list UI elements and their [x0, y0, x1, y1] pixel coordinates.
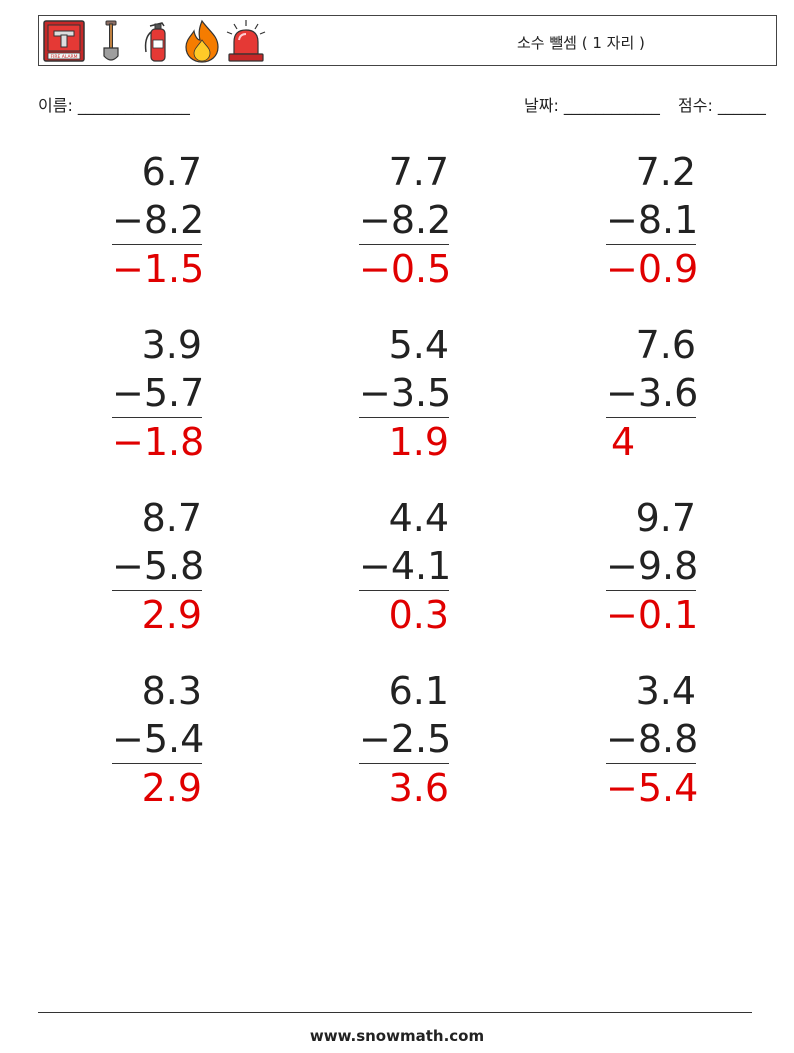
minuend: 9.7 [635, 496, 696, 540]
date-field-label: 날짜: ____________ [524, 96, 660, 115]
subtrahend: −3.6 [606, 369, 698, 418]
minuend: 7.6 [635, 323, 696, 367]
worksheet-header: FIRE ALARM [38, 15, 777, 66]
answer: 0.3 [388, 593, 449, 637]
answer: −0.5 [359, 247, 452, 291]
problem-11: 6.1 −2.5 3.6 [359, 667, 451, 812]
problem-7: 8.7 −5.8 2.9 [112, 494, 204, 639]
problem-2: 7.7 −8.2 −0.5 [359, 148, 452, 293]
subtrahend: −5.8 [112, 542, 204, 591]
subtrahend: −5.7 [112, 369, 204, 418]
minuend: 4.4 [388, 496, 449, 540]
shovel-icon [103, 20, 119, 61]
flame-icon [185, 19, 219, 63]
minuend: 3.9 [141, 323, 202, 367]
name-field-label: 이름: ______________ [38, 96, 190, 115]
answer: −1.5 [112, 247, 205, 291]
minuend: 8.7 [141, 496, 202, 540]
answer: 3.6 [388, 766, 449, 810]
footer-site-url: www.snowmath.com [309, 1027, 485, 1045]
footer-divider [38, 1012, 752, 1013]
fire-alarm-icon: FIRE ALARM [43, 20, 85, 62]
subtrahend: −8.2 [112, 196, 204, 245]
worksheet-title: 소수 뺄셈 ( 1 자리 ) [517, 34, 645, 52]
minuend: 7.2 [635, 150, 696, 194]
subtrahend: −8.1 [606, 196, 698, 245]
problem-1: 6.7 −8.2 −1.5 [112, 148, 205, 293]
score-field-label: 점수: ______ [678, 96, 766, 115]
answer: −1.8 [112, 420, 205, 464]
problem-3: 7.2 −8.1 −0.9 [606, 148, 699, 293]
answer: −5.4 [606, 766, 699, 810]
minuend: 8.3 [141, 669, 202, 713]
problem-4: 3.9 −5.7 −1.8 [112, 321, 205, 466]
answer: −0.1 [606, 593, 699, 637]
minuend: 5.4 [388, 323, 449, 367]
problem-10: 8.3 −5.4 2.9 [112, 667, 204, 812]
subtrahend: −4.1 [359, 542, 451, 591]
answer: 2.9 [141, 766, 202, 810]
subtrahend: −8.2 [359, 196, 451, 245]
minuend: 3.4 [635, 669, 696, 713]
siren-icon [226, 20, 266, 62]
fire-alarm-label: FIRE ALARM [50, 54, 77, 60]
subtrahend: −9.8 [606, 542, 698, 591]
answer: −0.9 [606, 247, 699, 291]
problem-5: 5.4 −3.5 1.9 [359, 321, 451, 466]
problem-9: 9.7 −9.8 −0.1 [606, 494, 699, 639]
subtrahend: −2.5 [359, 715, 451, 764]
minuend: 6.1 [388, 669, 449, 713]
subtrahend: −8.8 [606, 715, 698, 764]
problem-12: 3.4 −8.8 −5.4 [606, 667, 699, 812]
answer: 2.9 [141, 593, 202, 637]
minuend: 6.7 [141, 150, 202, 194]
problem-6: 7.6 −3.6 4 [606, 321, 698, 466]
answer: 1.9 [388, 420, 449, 464]
minuend: 7.7 [388, 150, 449, 194]
fire-extinguisher-icon [144, 22, 166, 62]
problem-8: 4.4 −4.1 0.3 [359, 494, 451, 639]
answer: 4 [611, 420, 636, 464]
subtrahend: −3.5 [359, 369, 451, 418]
subtrahend: −5.4 [112, 715, 204, 764]
